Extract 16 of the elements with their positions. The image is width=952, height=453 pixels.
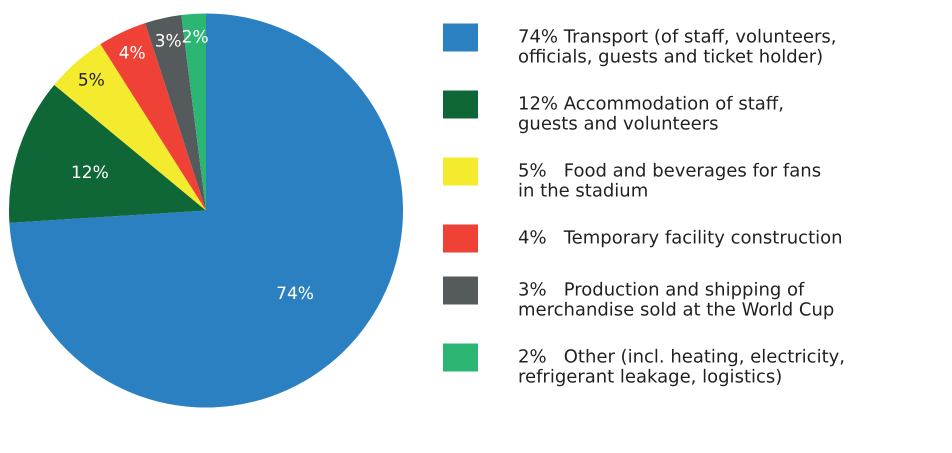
pie-slice bbox=[145, 15, 206, 210]
legend-label: 3% Production and shipping of merchandise sold at the World Cup bbox=[518, 280, 834, 320]
data-label: 5% bbox=[78, 70, 105, 90]
pie-slice bbox=[181, 14, 206, 210]
legend-label: 74% Transport (of staff, volunteers, officials, guests and ticket holder) bbox=[518, 26, 837, 68]
data-label: 12% bbox=[70, 162, 109, 183]
data-label: 3% bbox=[154, 31, 182, 52]
data-label: 4% bbox=[118, 44, 146, 64]
data-label: 2% bbox=[182, 27, 209, 48]
legend-label: 5% Food and beverages for fans in the stadium bbox=[518, 160, 822, 202]
pie-slice bbox=[9, 84, 206, 223]
legend-label: 4% Temporary facility construction bbox=[518, 228, 843, 248]
legend-label: 2% Other (incl. heating, electricity, refrigerant leakage, logistics) bbox=[518, 346, 846, 388]
data-label: 74% bbox=[276, 284, 314, 304]
pie-slice bbox=[9, 14, 403, 408]
legend-label: 12% Accommodation of staff, guests and volunteers bbox=[518, 94, 784, 134]
